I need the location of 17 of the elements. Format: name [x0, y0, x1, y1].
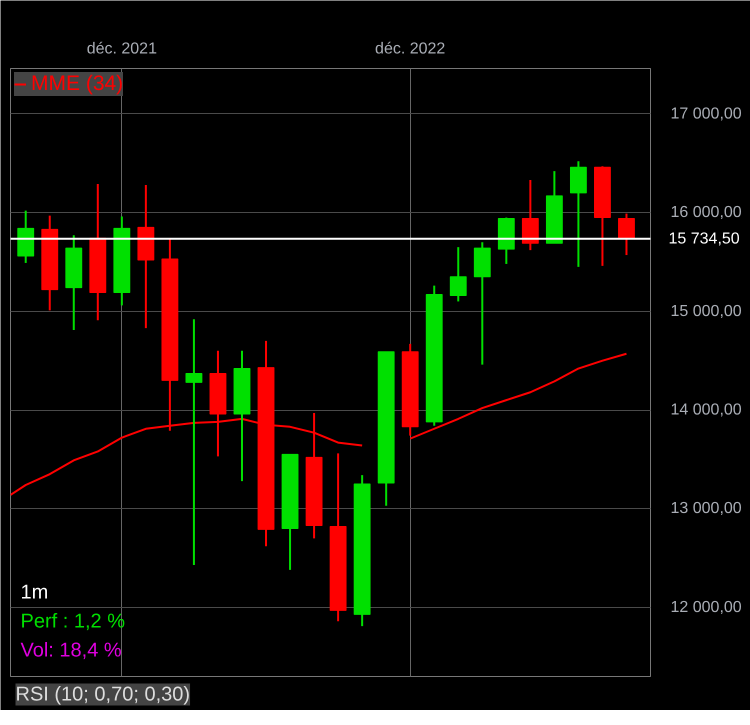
y-tick-label: 14 000,00: [670, 402, 742, 419]
ref-line-label: 15 734,50: [668, 230, 740, 248]
y-tick-label: 13 000,00: [670, 500, 742, 518]
text: RSI (10; 0,70; 0,30): [16, 684, 190, 706]
candlestick: [186, 318, 202, 566]
y-tick-label: 16 000,00: [670, 204, 742, 222]
candlestick: [450, 246, 467, 302]
y-tick-label: 17 000,00: [670, 105, 742, 122]
annotation: 1m: [20, 582, 48, 604]
x-tick-label: déc. 2022: [375, 40, 446, 58]
annotation: Perf : 1,2 %: [20, 610, 126, 632]
x-tick-label: déc. 2021: [86, 40, 158, 58]
y-tick-label: 12 000,00: [670, 598, 742, 616]
legend-label: MME (34): [31, 72, 124, 96]
candlestick: [618, 212, 635, 256]
annotation: Vol: 18,4 %: [20, 640, 122, 662]
y-tick-label: 15 000,00: [670, 302, 742, 320]
